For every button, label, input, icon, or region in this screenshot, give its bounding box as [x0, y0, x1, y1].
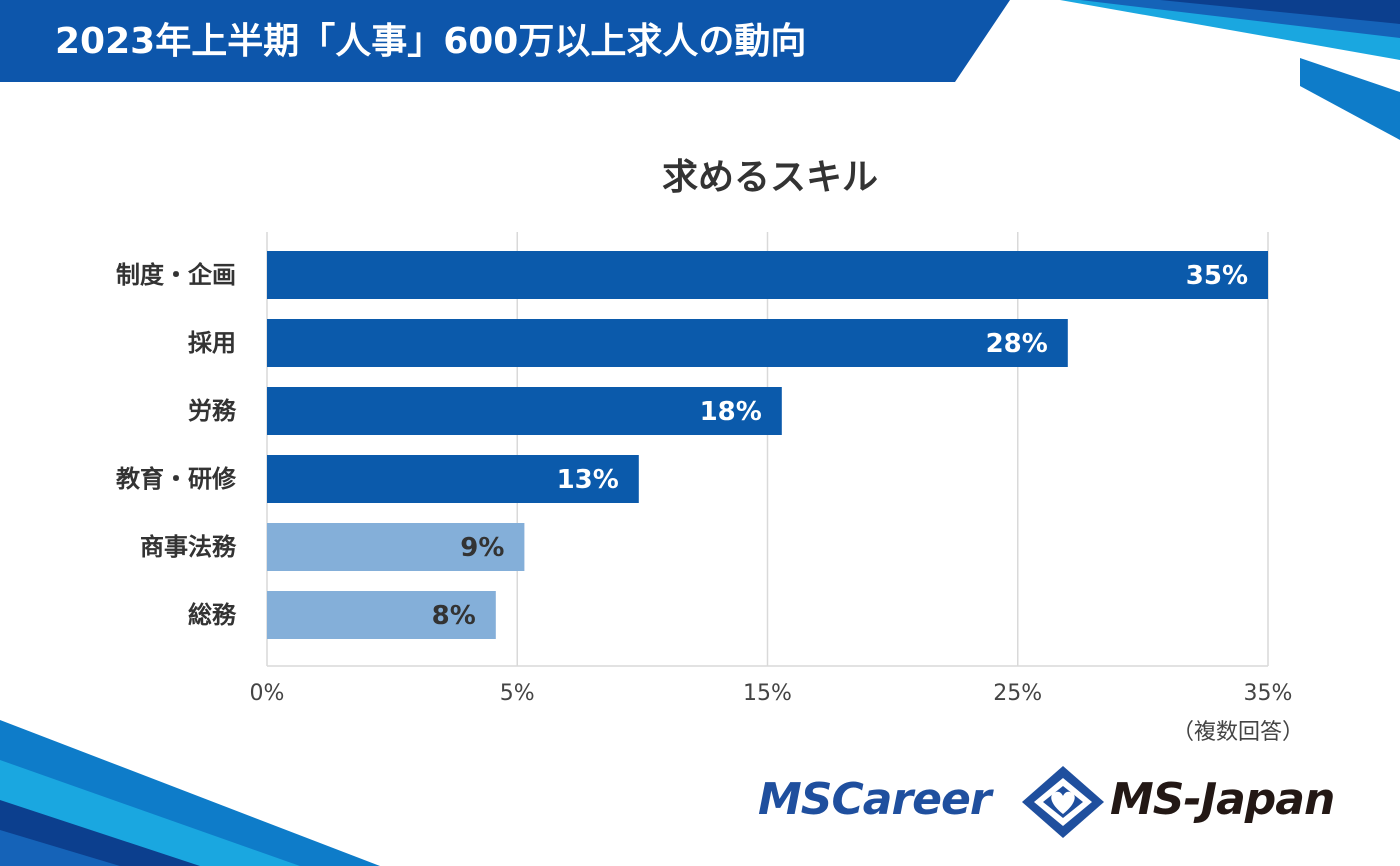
corner-decoration: [0, 720, 380, 866]
ms-japan-diamond-icon: [1022, 766, 1104, 838]
category-label: 労務: [188, 397, 237, 425]
chart-title: 求めるスキル: [661, 157, 878, 198]
category-label: 総務: [188, 601, 237, 629]
bar: [267, 319, 1068, 367]
data-label: 8%: [432, 601, 476, 631]
ms-japan-logo: MS-Japan: [1110, 774, 1335, 825]
footer-logos: MSCareer MS-Japan: [758, 762, 1358, 842]
category-label: 商事法務: [140, 533, 237, 561]
x-tick-label: 5%: [500, 681, 535, 706]
page-title: 2023年上半期「人事」600万以上求人の動向: [55, 21, 807, 62]
bar: [267, 591, 496, 639]
category-label: 教育・研修: [116, 465, 237, 493]
bar: [267, 387, 782, 435]
category-label: 制度・企画: [116, 261, 236, 289]
bar: [267, 455, 639, 503]
mscareer-logo: MSCareer: [758, 774, 992, 825]
chart-note: （複数回答）: [1171, 720, 1304, 745]
x-tick-label: 15%: [743, 681, 792, 706]
data-label: 35%: [1186, 261, 1248, 291]
bar: [267, 251, 1268, 299]
data-label: 18%: [700, 397, 762, 427]
data-label: 28%: [986, 329, 1048, 359]
header-banner: [0, 0, 1400, 140]
data-label: 13%: [557, 465, 619, 495]
x-tick-label: 35%: [1244, 681, 1293, 706]
category-label: 採用: [188, 329, 236, 357]
bar: [267, 523, 525, 571]
x-tick-label: 25%: [993, 681, 1042, 706]
data-label: 9%: [460, 533, 504, 563]
x-tick-label: 0%: [250, 681, 285, 706]
